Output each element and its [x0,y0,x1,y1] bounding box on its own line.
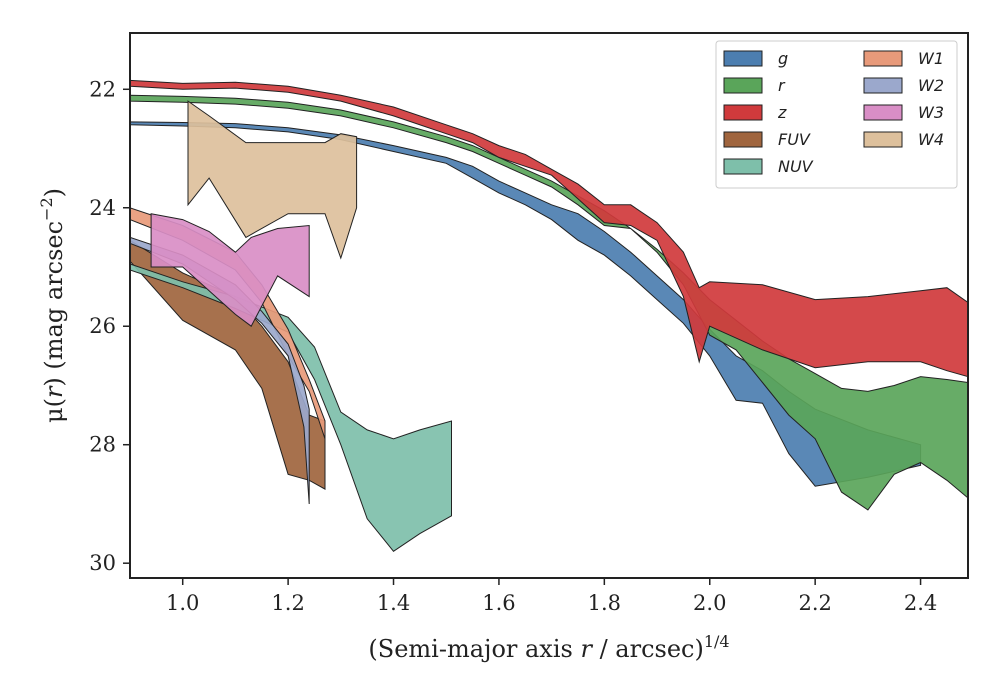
legend-swatch-w2 [863,77,903,94]
legend-swatch-nuv [723,158,763,175]
y-tick-label: 26 [89,314,116,338]
x-tick-label: 1.8 [588,591,621,615]
legend-label-fuv: FUV [778,130,811,149]
legend-label-z: z [777,103,787,122]
legend-swatch-w4 [863,131,903,148]
legend-label-w4: W4 [918,130,944,149]
band-w4 [187,100,358,260]
x-tick-label: 2.0 [693,591,726,615]
legend-swatch-w1 [863,50,903,67]
legend-label-w1: W1 [918,49,944,68]
series-bands [130,79,968,552]
x-tick-label: 1.2 [271,591,304,615]
band-r [130,94,968,511]
x-axis-label-post: / arcsec) [592,635,704,663]
legend-swatch-w3 [863,104,903,121]
y-axis-label-close: ) [40,188,68,197]
y-axis-label-pre: μ( [40,398,68,423]
band-w3 [150,213,310,327]
x-tick-label: 2.4 [904,591,937,615]
x-axis-label-var: r [580,635,593,663]
legend-swatch-g [723,50,763,67]
legend-label-g: g [778,49,788,68]
y-axis-label-post: ) (mag arcsec [40,221,68,387]
y-tick-label: 30 [89,551,116,575]
x-axis-label-pre: (Semi-major axis [368,635,580,663]
legend-label-nuv: NUV [778,157,814,176]
band-z [130,79,968,378]
legend-swatch-r [723,77,763,94]
legend-swatch-fuv [723,131,763,148]
x-tick-label: 1.4 [377,591,410,615]
y-axis-label-var: r [40,385,68,398]
legend-label-w3: W3 [918,103,944,122]
legend-label-w2: W2 [918,76,944,95]
y-tick-label: 24 [89,196,116,220]
x-axis-label-sup: 1/4 [704,632,730,651]
legend-swatch-z [723,104,763,121]
x-axis: 1.0 1.2 1.4 1.6 1.8 2.0 2.2 2.4 [166,578,937,615]
x-axis-label: (Semi-major axis r / arcsec)1/4 [368,632,729,663]
plot-frame [129,32,969,579]
legend: grz FUV NUV W1 W2 W3 W4 [715,40,958,189]
x-tick-label: 2.2 [798,591,831,615]
x-tick-label: 1.0 [166,591,199,615]
y-tick-label: 28 [89,433,116,457]
y-axis: 22 24 26 28 30 [89,77,130,575]
y-axis-label-sup: −2 [37,197,56,221]
y-axis-label: μ(r) (mag arcsec−2) [37,188,68,423]
x-tick-label: 1.6 [482,591,515,615]
y-tick-label: 22 [89,77,116,101]
legend-label-r: r [778,76,786,95]
